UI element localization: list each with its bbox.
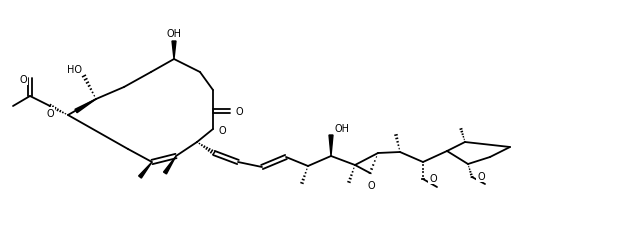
Polygon shape (329, 136, 333, 156)
Text: O: O (19, 75, 27, 85)
Polygon shape (172, 42, 176, 60)
Text: O: O (46, 109, 54, 118)
Polygon shape (139, 162, 152, 178)
Text: O: O (477, 171, 485, 181)
Text: HO: HO (67, 65, 82, 75)
Polygon shape (163, 156, 176, 174)
Text: O: O (429, 173, 437, 183)
Text: OH: OH (167, 29, 181, 39)
Text: O: O (367, 180, 375, 190)
Text: OH: OH (334, 123, 349, 134)
Text: O: O (235, 107, 242, 116)
Text: O: O (218, 125, 226, 136)
Polygon shape (75, 100, 96, 113)
